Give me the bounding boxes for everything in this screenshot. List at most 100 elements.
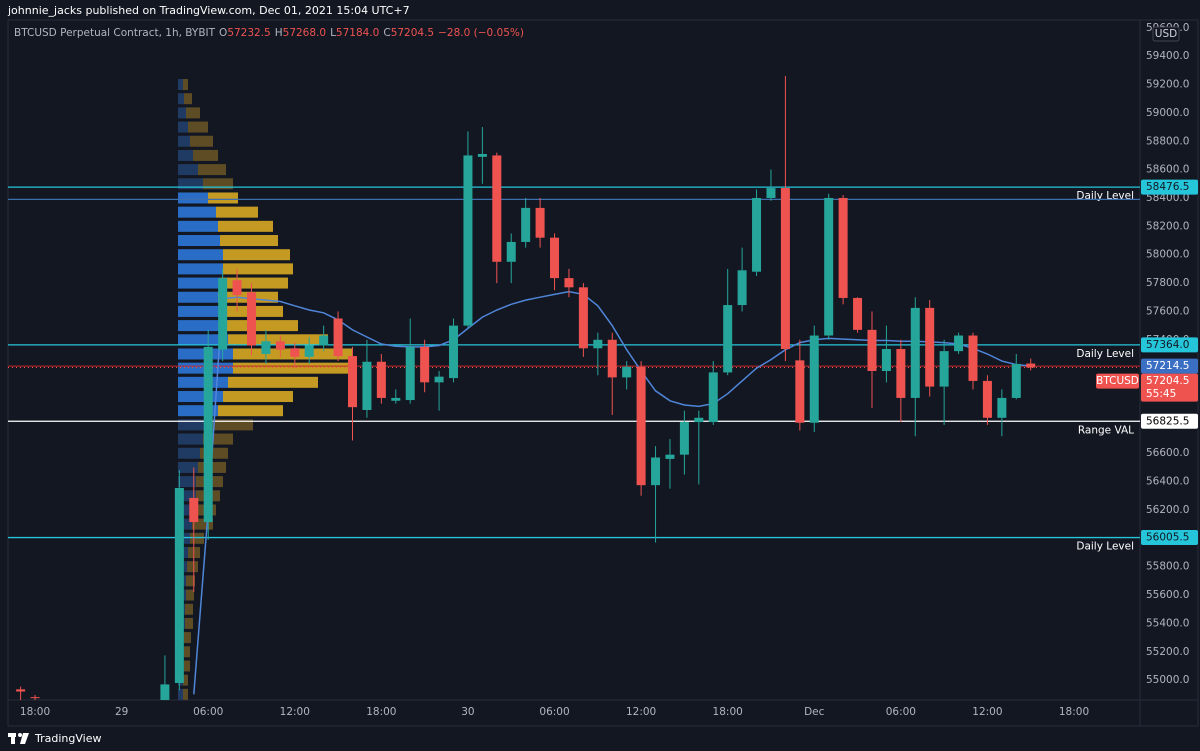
candle-body (218, 278, 228, 350)
profile-buy (178, 135, 190, 147)
x-tick-label: 06:00 (886, 706, 916, 718)
x-tick-label: 12:00 (280, 706, 310, 718)
profile-sell (208, 419, 253, 431)
price-tag: 57364.0 (1146, 339, 1189, 351)
footer: TradingView (8, 729, 101, 747)
candle-body (348, 356, 358, 408)
profile-buy (178, 376, 228, 388)
x-tick-label: 18:00 (366, 706, 396, 718)
profile-buy (178, 461, 198, 473)
profile-sell (220, 235, 278, 247)
profile-buy (178, 433, 203, 445)
y-tick-label: 55800.0 (1146, 561, 1189, 573)
profile-buy (178, 320, 223, 332)
ohlc-key: O (219, 27, 228, 39)
profile-buy (178, 688, 183, 700)
candle-body (925, 307, 935, 387)
countdown: 55:45 (1146, 388, 1176, 400)
candle-body (622, 366, 632, 378)
candle-body (679, 422, 689, 455)
candle-body (564, 278, 574, 288)
profile-buy (178, 391, 223, 403)
candle-body (319, 335, 329, 346)
ohlc-key: C (383, 27, 391, 39)
profile-sell (186, 107, 200, 119)
candle-body (954, 335, 964, 352)
symbol-legend: BTCUSD Perpetual Contract, 1h, BYBIT O572… (14, 27, 524, 39)
y-tick-label: 55400.0 (1146, 617, 1189, 629)
profile-sell (233, 362, 348, 374)
candle-body (492, 155, 502, 262)
profile-sell (190, 532, 204, 544)
profile-buy (178, 419, 208, 431)
candle-body (535, 207, 545, 238)
x-tick-label: 06:00 (539, 706, 569, 718)
profile-buy (178, 504, 194, 516)
ohlc-value: 57184.0 (335, 27, 380, 39)
y-tick-label: 58200.0 (1146, 220, 1189, 232)
profile-sell (223, 391, 293, 403)
profile-buy (178, 277, 220, 289)
level-label: Range VAL (1078, 424, 1134, 436)
profile-sell (187, 561, 198, 573)
profile-sell (184, 646, 190, 658)
profile-buy (178, 263, 223, 275)
candle-body (636, 366, 646, 486)
y-tick-label: 56200.0 (1146, 504, 1189, 516)
x-tick-label: 06:00 (193, 706, 223, 718)
candle-body (434, 376, 444, 383)
candle-body (420, 346, 430, 383)
profile-buy (178, 192, 208, 204)
price-tag: 57214.5 (1146, 360, 1189, 372)
y-tick-label: 58400.0 (1146, 192, 1189, 204)
profile-sell (186, 575, 195, 587)
ohlc-key: L (330, 27, 336, 39)
profile-sell (216, 206, 258, 218)
profile-buy (178, 107, 186, 119)
y-tick-label: 55200.0 (1146, 646, 1189, 658)
y-tick-label: 56600.0 (1146, 447, 1189, 459)
candle-body (968, 335, 978, 381)
indicator-line (193, 290, 1031, 695)
profile-buy (178, 93, 184, 105)
candle-body (838, 197, 848, 298)
profile-sell (228, 376, 318, 388)
profile-sell (223, 263, 293, 275)
candle-body (665, 454, 675, 459)
candle-body (521, 207, 531, 242)
profile-sell (184, 660, 190, 672)
candle-body (607, 339, 617, 378)
y-tick-label: 59000.0 (1146, 107, 1189, 119)
profile-buy (178, 305, 220, 317)
candle-body (203, 346, 213, 523)
profile-buy (178, 532, 190, 544)
profile-sell (185, 617, 193, 629)
candle-body (578, 287, 588, 349)
profile-buy (178, 220, 218, 232)
profile-buy (178, 447, 200, 459)
price-tag-bg (1141, 337, 1198, 353)
price-tag: 56825.5 (1146, 415, 1189, 427)
profile-sell (198, 164, 226, 176)
profile-buy (178, 206, 216, 218)
x-tick-label: 30 (461, 706, 474, 718)
level-label: Daily Level (1076, 348, 1134, 360)
candle-body (896, 349, 906, 398)
candle-body (275, 341, 285, 350)
candle-body (881, 349, 891, 371)
profile-sell (223, 320, 298, 332)
candle-body (333, 318, 343, 357)
candle-body (766, 188, 776, 198)
profile-sell (228, 334, 328, 346)
plot-area: Daily Level Daily Level Range VAL Daily Lev… (8, 76, 1140, 700)
profile-sell (220, 277, 288, 289)
profile-buy (178, 405, 218, 417)
candle-body (160, 684, 170, 700)
profile-sell (203, 178, 233, 190)
profile-sell (208, 192, 238, 204)
profile-sell (190, 135, 213, 147)
candle-body (694, 417, 704, 423)
symbol-tag-bg (1096, 373, 1139, 389)
profile-sell (223, 249, 290, 261)
